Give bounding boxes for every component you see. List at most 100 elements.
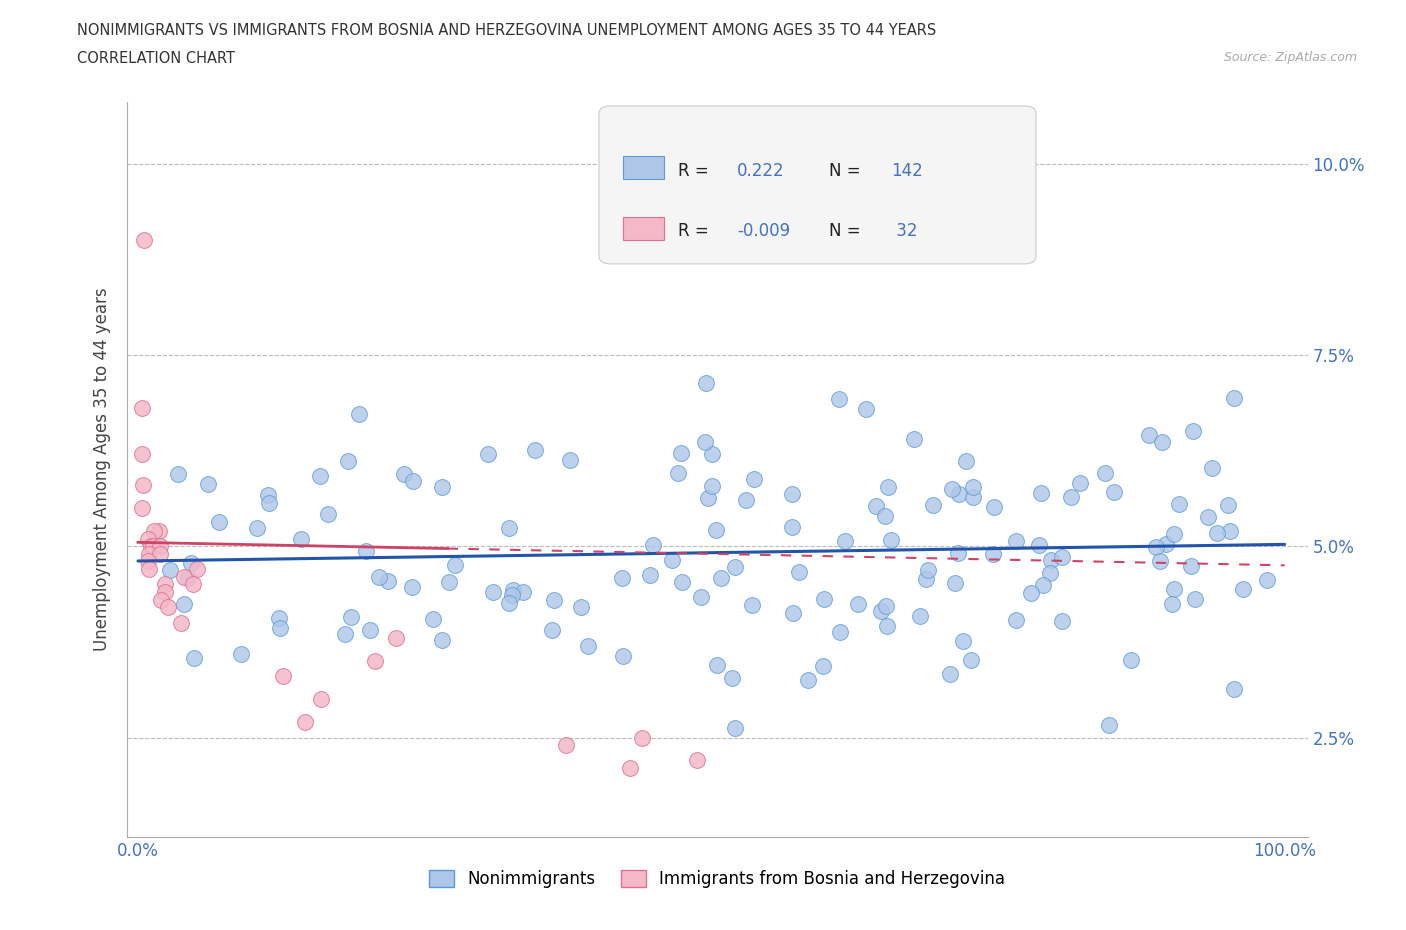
Point [444,558,467,573]
Point [543,592,565,607]
Point [502,582,524,597]
Point [138,547,160,562]
Point [960,653,983,668]
Text: N =: N = [830,162,866,179]
Point [149,547,172,562]
Point [132,232,155,247]
Point [631,730,654,745]
Point [367,569,389,584]
Point [962,479,984,494]
Bar [623,217,664,241]
Point [569,599,592,614]
Point [870,604,893,618]
Point [437,574,460,589]
Point [638,567,661,582]
Point [865,498,887,513]
Point [1182,424,1205,439]
Text: 0.222: 0.222 [737,162,785,179]
Point [948,486,970,501]
Point [394,467,416,482]
Y-axis label: Unemployment Among Ages 35 to 44 years: Unemployment Among Ages 35 to 44 years [93,288,111,651]
Point [173,569,195,584]
Point [340,610,363,625]
Text: CORRELATION CHART: CORRELATION CHART [77,51,235,66]
Point [208,514,231,529]
Text: NONIMMIGRANTS VS IMMIGRANTS FROM BOSNIA AND HERZEGOVINA UNEMPLOYMENT AMONG AGES : NONIMMIGRANTS VS IMMIGRANTS FROM BOSNIA … [77,23,936,38]
Point [1184,591,1206,606]
Point [797,672,820,687]
Point [132,477,155,492]
Point [1232,581,1254,596]
Point [180,556,202,571]
Point [669,445,692,460]
Point [706,658,728,672]
Point [1005,612,1028,627]
Point [1149,554,1171,569]
Point [384,631,406,645]
Point [700,479,723,494]
Point [1167,496,1189,511]
Point [834,534,856,549]
Point [1161,597,1184,612]
Point [855,402,877,417]
Point [136,554,159,569]
Point [704,523,727,538]
Point [153,585,176,600]
Point [695,376,717,391]
Point [498,595,520,610]
Point [316,507,339,522]
Point [908,608,931,623]
Point [347,406,370,421]
Point [377,573,399,588]
Point [1197,510,1219,525]
Point [710,570,733,585]
Point [941,482,963,497]
Point [700,446,723,461]
Point [695,434,717,449]
Point [477,446,499,461]
Point [1218,497,1240,512]
Point [873,509,896,524]
Point [666,466,689,481]
Point [696,491,718,506]
Point [983,499,1005,514]
Point [742,472,765,486]
Point [914,571,936,586]
Point [962,490,984,505]
Point [1040,552,1063,567]
Point [782,487,804,502]
Point [359,622,381,637]
Point [294,715,316,730]
Point [830,625,852,640]
Point [1094,466,1116,481]
Point [501,588,523,603]
Point [143,524,166,538]
Point [720,671,742,685]
Point [166,466,188,481]
Point [876,480,898,495]
Point [149,538,172,553]
Point [523,443,546,458]
Point [1137,428,1160,443]
Point [1028,538,1050,552]
Point [541,623,564,638]
Text: N =: N = [830,222,866,240]
Point [555,737,578,752]
Point [138,531,160,546]
Point [1206,525,1229,540]
Point [1039,565,1062,580]
Point [828,392,851,406]
Point [333,626,356,641]
Point [1119,653,1142,668]
Point [724,721,747,736]
Point [269,621,291,636]
Point [148,524,170,538]
Point [1005,533,1028,548]
FancyBboxPatch shape [599,106,1036,264]
Point [724,559,747,574]
Bar [623,155,664,179]
Point [1029,485,1052,500]
Text: 142: 142 [890,162,922,179]
Point [1069,476,1091,491]
Point [952,633,974,648]
